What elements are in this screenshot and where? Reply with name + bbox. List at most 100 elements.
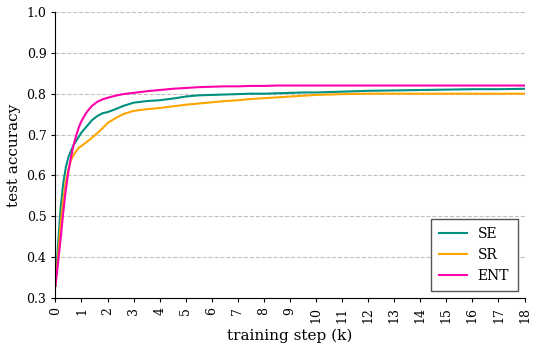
ENT xyxy=(65,169,72,174)
SE xyxy=(89,118,95,122)
SE xyxy=(391,88,398,92)
ENT xyxy=(78,119,84,123)
ENT xyxy=(76,125,82,129)
SR xyxy=(144,107,150,111)
SE xyxy=(261,92,267,96)
SE xyxy=(339,90,345,94)
SR xyxy=(222,99,228,103)
SE xyxy=(94,114,100,118)
ENT xyxy=(521,83,528,88)
SR xyxy=(261,96,267,100)
SE xyxy=(58,206,64,210)
SE xyxy=(443,88,450,92)
ENT xyxy=(235,84,241,89)
ENT xyxy=(261,84,267,88)
SR xyxy=(443,92,450,96)
ENT xyxy=(55,261,61,265)
SE xyxy=(83,124,90,128)
SE xyxy=(182,94,189,99)
ENT xyxy=(130,91,137,95)
SE xyxy=(73,139,80,143)
SR xyxy=(169,104,176,108)
SE xyxy=(76,134,82,139)
SR xyxy=(300,94,306,98)
SR xyxy=(495,92,502,96)
Line: SE: SE xyxy=(55,89,525,286)
X-axis label: training step (k): training step (k) xyxy=(227,329,353,343)
SE xyxy=(247,92,254,96)
SR xyxy=(52,284,59,288)
SE xyxy=(62,165,69,169)
SR xyxy=(365,92,371,96)
Legend: SE, SR, ENT: SE, SR, ENT xyxy=(430,219,518,291)
ENT xyxy=(52,284,59,288)
SE xyxy=(157,98,163,102)
SR xyxy=(182,103,189,107)
SE xyxy=(274,91,280,96)
ENT xyxy=(365,83,371,88)
SR xyxy=(70,153,77,157)
SE xyxy=(144,99,150,103)
ENT xyxy=(247,84,254,88)
SR xyxy=(62,180,69,184)
SR xyxy=(521,92,528,96)
ENT xyxy=(68,155,74,159)
SR xyxy=(287,94,293,99)
SE xyxy=(235,92,241,96)
SR xyxy=(65,167,72,172)
SR xyxy=(417,92,423,96)
SE xyxy=(120,104,126,108)
SR xyxy=(469,92,476,96)
Y-axis label: test accuracy: test accuracy xyxy=(7,103,21,206)
ENT xyxy=(209,85,215,89)
SR xyxy=(58,222,64,226)
SE xyxy=(55,243,61,247)
ENT xyxy=(89,104,95,108)
SE xyxy=(70,143,77,147)
SE xyxy=(209,93,215,97)
SR xyxy=(120,112,126,116)
ENT xyxy=(169,87,176,91)
SR xyxy=(339,92,345,96)
SR xyxy=(209,100,215,104)
SE xyxy=(65,155,72,159)
SR xyxy=(68,158,74,162)
SE xyxy=(469,87,476,91)
SR xyxy=(313,93,319,97)
SR xyxy=(99,126,105,131)
ENT xyxy=(274,83,280,88)
SE xyxy=(417,88,423,92)
ENT xyxy=(339,83,345,88)
SE xyxy=(78,131,84,135)
SE xyxy=(521,87,528,91)
SR xyxy=(274,95,280,99)
ENT xyxy=(73,133,80,138)
SR xyxy=(112,116,118,120)
Line: ENT: ENT xyxy=(55,85,525,286)
ENT xyxy=(300,83,306,88)
SE xyxy=(68,149,74,153)
ENT xyxy=(222,84,228,89)
SR xyxy=(247,97,254,101)
ENT xyxy=(58,237,64,241)
SE xyxy=(313,90,319,94)
ENT xyxy=(62,188,69,192)
SE xyxy=(287,91,293,95)
SR xyxy=(94,131,100,135)
ENT xyxy=(287,83,293,88)
ENT xyxy=(443,83,450,88)
ENT xyxy=(182,86,189,90)
SE xyxy=(222,92,228,97)
SE xyxy=(130,100,137,105)
ENT xyxy=(83,110,90,114)
SR xyxy=(157,106,163,110)
ENT xyxy=(495,83,502,88)
SR xyxy=(195,102,202,106)
SR xyxy=(130,109,137,113)
SR xyxy=(235,98,241,102)
SR xyxy=(104,121,111,125)
ENT xyxy=(120,92,126,96)
SE xyxy=(112,107,118,111)
ENT xyxy=(99,97,105,102)
ENT xyxy=(313,83,319,88)
